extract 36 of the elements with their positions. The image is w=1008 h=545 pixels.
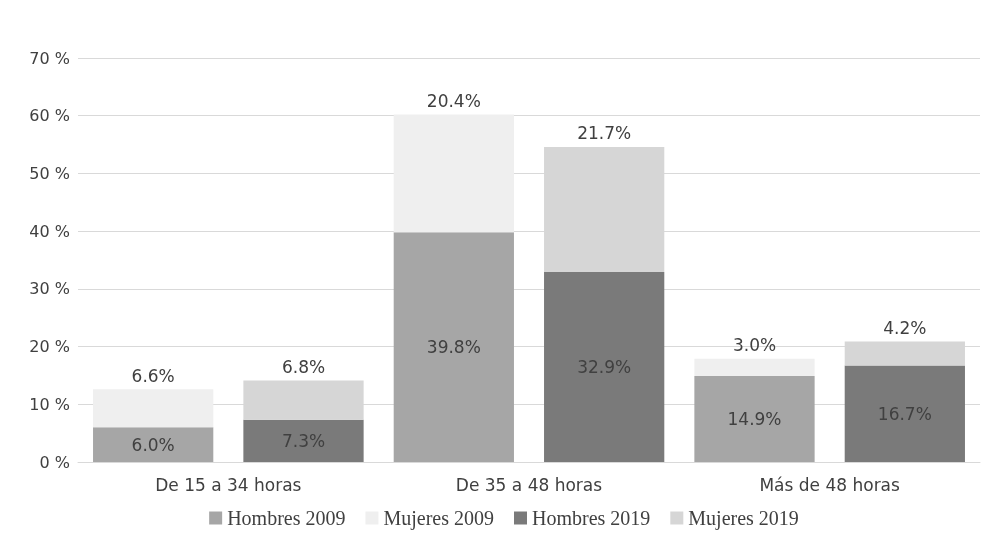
y-tick-label: 30 % (29, 279, 70, 299)
data-label: 21.7% (577, 123, 632, 144)
data-label: 16.7% (877, 403, 932, 424)
data-label: 4.2% (883, 317, 927, 338)
x-tick-label: Más de 48 horas (759, 474, 901, 495)
data-label: 6.8% (281, 357, 326, 378)
data-label: 7.3% (281, 430, 326, 451)
y-tick-label: 40 % (29, 221, 70, 241)
x-tick-label: De 35 a 48 horas (455, 474, 603, 495)
bar (844, 365, 965, 462)
y-tick-label: 70 % (29, 48, 70, 68)
data-label: 39.8% (426, 337, 481, 358)
data-label: 6.0% (131, 434, 175, 455)
legend-label: Hombres 2019 (532, 507, 651, 529)
y-tick-label: 10 % (29, 394, 70, 414)
data-label: 20.4% (426, 91, 481, 112)
data-label: 32.9% (577, 357, 632, 378)
bar (393, 232, 514, 462)
data-label: 6.6% (131, 365, 175, 386)
bar (694, 358, 815, 377)
y-tick-label: 60 % (29, 106, 70, 126)
legend-label: Mujeres 2009 (383, 507, 495, 530)
bar (243, 419, 364, 462)
y-tick-label: 0 % (39, 452, 70, 472)
bar (93, 427, 214, 462)
bar (393, 114, 514, 233)
x-tick-label: De 15 a 34 horas (155, 474, 302, 495)
bar (93, 389, 214, 428)
bar (544, 272, 665, 462)
data-label: 3.0% (732, 335, 777, 356)
y-tick-label: 50 % (29, 163, 70, 183)
y-tick-label: 20 % (29, 337, 70, 357)
bar (694, 376, 815, 462)
legend-label: Mujeres 2019 (688, 507, 799, 530)
data-label: 14.9% (727, 409, 782, 429)
legend-label: Hombres 2009 (227, 507, 346, 529)
